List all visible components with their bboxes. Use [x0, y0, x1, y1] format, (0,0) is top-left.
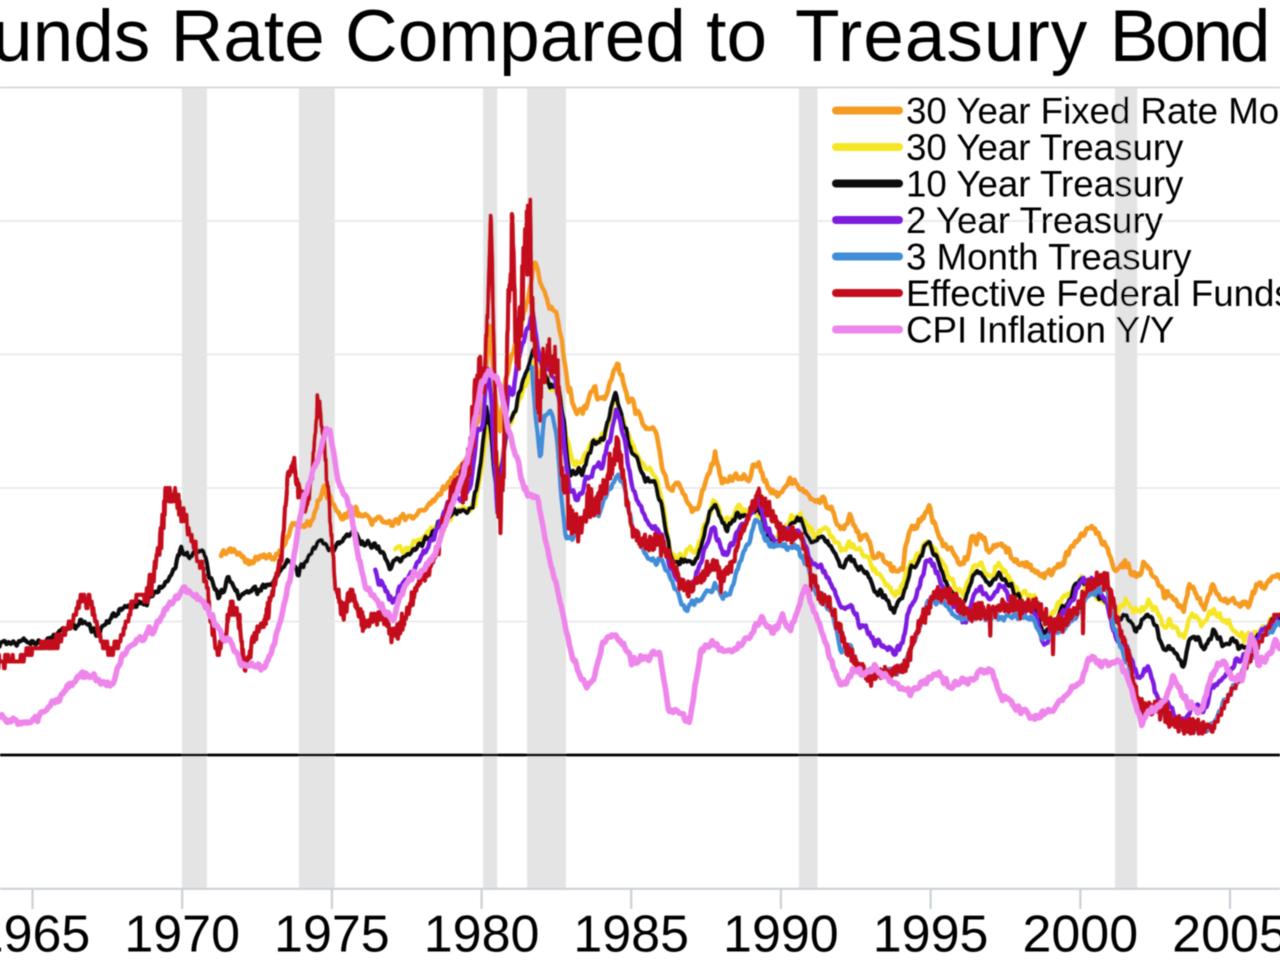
- svg-text:CPI Inflation Y/Y: CPI Inflation Y/Y: [906, 309, 1175, 350]
- svg-text:Effective Federal Funds Rate: Effective Federal Funds Rate: [906, 273, 1280, 314]
- svg-text:3 Month Treasury: 3 Month Treasury: [906, 236, 1192, 277]
- svg-text:30 Year Treasury: 30 Year Treasury: [906, 127, 1184, 168]
- svg-text:2005: 2005: [1172, 906, 1280, 960]
- svg-text:1975: 1975: [274, 906, 390, 960]
- svg-text:10 Year Treasury: 10 Year Treasury: [906, 163, 1184, 204]
- svg-text:1985: 1985: [573, 906, 689, 960]
- svg-text:2000: 2000: [1022, 906, 1138, 960]
- svg-text:1995: 1995: [873, 906, 989, 960]
- svg-text:unds Rate Compared to Treasury: unds Rate Compared to Treasury Bond: [0, 0, 1267, 77]
- svg-text:1990: 1990: [723, 906, 839, 960]
- svg-text:1970: 1970: [124, 906, 240, 960]
- svg-text:2 Year Treasury: 2 Year Treasury: [906, 200, 1164, 241]
- svg-text:30 Year Fixed Rate Mortgage: 30 Year Fixed Rate Mortgage: [906, 90, 1280, 131]
- svg-text:1980: 1980: [424, 906, 540, 960]
- svg-text:1965: 1965: [0, 906, 90, 960]
